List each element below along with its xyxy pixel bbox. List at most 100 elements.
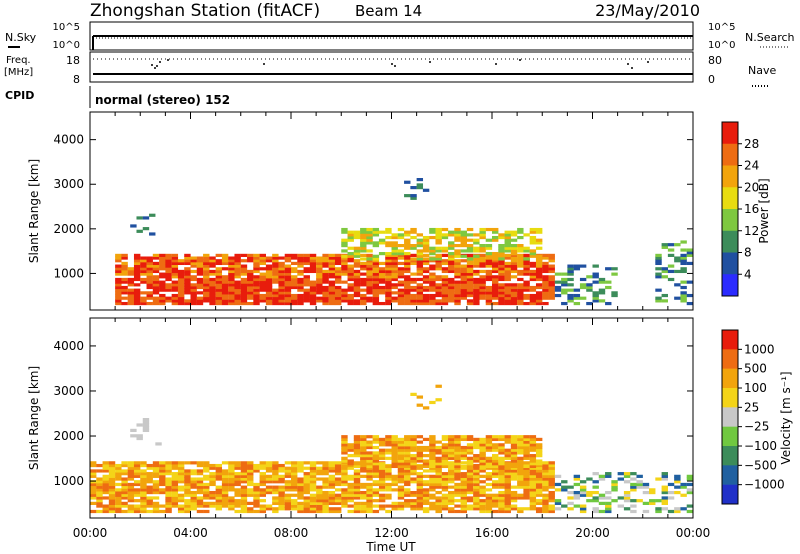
echo-cell	[291, 504, 298, 508]
echo-cell	[510, 454, 518, 458]
echo-cell	[353, 269, 361, 274]
echo-cell	[203, 285, 210, 290]
echo-cell	[529, 249, 537, 253]
echo-cell	[448, 246, 455, 250]
echo-cell	[215, 496, 223, 500]
echo-cell	[517, 472, 524, 476]
echo-cell	[485, 288, 493, 292]
echo-cell	[259, 466, 266, 470]
echo-cell	[303, 501, 310, 505]
echo-cell	[416, 291, 424, 295]
echo-cell	[322, 501, 329, 505]
echo-cell	[184, 277, 191, 282]
echo-cell	[542, 469, 549, 473]
echo-cell	[152, 507, 160, 511]
echo-cell	[291, 280, 298, 284]
echo-cell	[661, 488, 668, 492]
echo-cell	[259, 288, 266, 292]
y-tick-label: 4000	[53, 133, 84, 147]
echo-cell	[435, 235, 442, 240]
echo-cell	[492, 280, 499, 284]
echo-cell	[171, 253, 179, 257]
echo-cell	[454, 254, 461, 258]
echo-cell	[309, 499, 317, 503]
echo-cell	[416, 241, 424, 245]
echo-cell	[215, 280, 223, 284]
echo-cell	[661, 243, 668, 247]
echo-cell	[410, 459, 417, 463]
echo-cell	[247, 269, 254, 274]
echo-cell	[492, 264, 499, 268]
echo-cell	[466, 299, 474, 303]
echo-cell	[353, 249, 361, 253]
echo-cell	[140, 499, 147, 503]
echo-cell	[535, 437, 543, 442]
echo-cell	[265, 488, 273, 492]
echo-cell	[492, 277, 499, 282]
echo-cell	[347, 256, 354, 260]
echo-cell	[240, 283, 248, 287]
freq-tick-top: 18	[66, 54, 80, 67]
echo-cell	[322, 293, 329, 298]
echo-cell	[385, 456, 392, 460]
echo-cell	[309, 472, 317, 476]
echo-cell	[441, 485, 449, 489]
echo-cell	[322, 285, 329, 290]
echo-cell	[517, 227, 524, 232]
echo-cell	[454, 448, 461, 452]
echo-cell	[441, 293, 449, 298]
echo-cell	[397, 496, 405, 500]
echo-cell	[460, 280, 467, 284]
echo-cell	[510, 299, 518, 303]
echo-cell	[510, 499, 518, 503]
echo-cell	[309, 285, 317, 290]
echo-cell	[548, 477, 555, 481]
echo-cell	[215, 463, 223, 468]
echo-cell	[473, 499, 480, 503]
echo-cell	[278, 501, 285, 505]
echo-cell	[416, 269, 424, 274]
echo-cell	[353, 288, 361, 292]
echo-cell	[404, 241, 411, 245]
echo-cell	[253, 256, 260, 260]
echo-cell	[523, 280, 530, 284]
echo-cell	[366, 456, 373, 460]
echo-cell	[473, 480, 480, 484]
echo-cell	[353, 233, 361, 237]
echo-cell	[680, 507, 687, 511]
echo-cell	[353, 291, 361, 295]
echo-cell	[397, 466, 405, 470]
echo-cell	[485, 299, 493, 303]
echo-cell	[510, 490, 518, 495]
echo-cell	[535, 296, 543, 300]
echo-cell	[360, 459, 367, 463]
echo-cell	[592, 499, 599, 503]
echo-cell	[416, 238, 424, 242]
echo-cell	[341, 445, 348, 450]
echo-cell	[410, 445, 417, 450]
colorbar-swatch	[722, 484, 738, 505]
echo-cell	[567, 507, 574, 511]
echo-cell	[196, 472, 204, 476]
echo-cell	[121, 509, 128, 514]
echo-cell	[146, 504, 153, 508]
echo-cell	[96, 493, 103, 497]
echo-cell	[247, 472, 254, 476]
echo-cell	[196, 283, 204, 287]
echo-cell	[498, 451, 505, 455]
echo-cell	[517, 474, 524, 478]
echo-cell	[152, 280, 160, 284]
echo-cell	[598, 299, 606, 303]
echo-cell	[253, 485, 260, 489]
echo-cell	[115, 474, 122, 478]
echo-cell	[504, 440, 511, 444]
echo-cell	[448, 288, 455, 292]
echo-cell	[422, 482, 430, 487]
echo-cell	[485, 488, 493, 492]
echo-cell	[215, 485, 223, 489]
echo-cell	[378, 437, 386, 442]
echo-cell	[177, 474, 185, 478]
echo-cell	[429, 227, 436, 232]
echo-cell	[328, 301, 336, 306]
